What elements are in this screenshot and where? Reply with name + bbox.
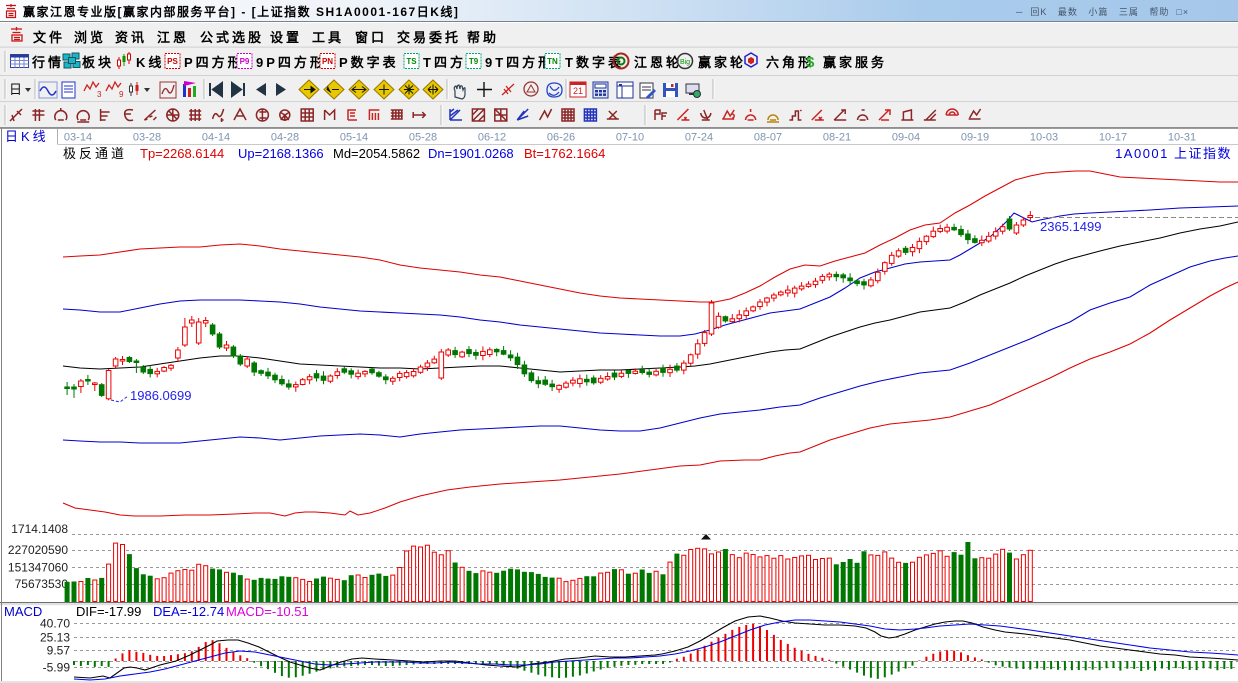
svg-text:TS: TS xyxy=(406,57,417,66)
svg-text:03-14: 03-14 xyxy=(64,132,92,144)
svg-text:08-07: 08-07 xyxy=(754,132,782,144)
svg-text:9: 9 xyxy=(119,90,124,99)
svg-text:1714.1408: 1714.1408 xyxy=(11,522,68,536)
svg-text:TN: TN xyxy=(547,57,558,66)
svg-text:Big: Big xyxy=(680,59,690,66)
svg-text:06-26: 06-26 xyxy=(547,132,575,144)
svg-text:日: 日 xyxy=(9,82,22,97)
svg-text:$: $ xyxy=(806,54,815,71)
svg-text:04-28: 04-28 xyxy=(271,132,299,144)
svg-text:江恩轮: 江恩轮 xyxy=(634,55,682,70)
svg-text:PS: PS xyxy=(167,57,178,66)
svg-text:Tp=2268.6144: Tp=2268.6144 xyxy=(140,146,224,161)
svg-text:1986.0699: 1986.0699 xyxy=(130,388,191,403)
svg-text:25.13: 25.13 xyxy=(40,631,70,645)
svg-text:09-19: 09-19 xyxy=(961,132,989,144)
svg-text:行情: 行情 xyxy=(31,55,64,70)
svg-text:2365.1499: 2365.1499 xyxy=(1040,219,1101,234)
svg-text:-5.99: -5.99 xyxy=(43,661,71,675)
svg-text:板块: 板块 xyxy=(82,55,114,70)
svg-text:DEA=-12.74: DEA=-12.74 xyxy=(153,604,224,619)
svg-text:9T四方形: 9T四方形 xyxy=(485,55,554,70)
svg-text:P9: P9 xyxy=(240,57,250,66)
svg-text:Md=2054.5862: Md=2054.5862 xyxy=(333,146,420,161)
svg-text:日K线: 日K线 xyxy=(5,129,49,144)
svg-text:04-14: 04-14 xyxy=(202,132,230,144)
svg-text:10-17: 10-17 xyxy=(1099,132,1127,144)
svg-text:05-28: 05-28 xyxy=(409,132,437,144)
svg-text:05-14: 05-14 xyxy=(340,132,368,144)
svg-text:Up=2168.1366: Up=2168.1366 xyxy=(238,146,324,161)
svg-text:极反通道: 极反通道 xyxy=(63,146,127,161)
svg-text:PN: PN xyxy=(322,57,333,66)
svg-text:10-03: 10-03 xyxy=(1030,132,1058,144)
svg-text:Bt=1762.1664: Bt=1762.1664 xyxy=(524,146,605,161)
svg-text:六角形: 六角形 xyxy=(766,55,814,70)
svg-text:赢家服务: 赢家服务 xyxy=(823,55,887,70)
svg-text:10-31: 10-31 xyxy=(1168,132,1196,144)
svg-text:75673530: 75673530 xyxy=(15,577,69,591)
svg-text:DIF=-17.99: DIF=-17.99 xyxy=(76,604,141,619)
svg-text:227020590: 227020590 xyxy=(8,543,68,557)
svg-text:07-10: 07-10 xyxy=(616,132,644,144)
svg-text:40.70: 40.70 xyxy=(40,617,70,631)
svg-text:MACD: MACD xyxy=(4,604,42,619)
svg-text:T数字表: T数字表 xyxy=(565,55,624,70)
svg-text:3: 3 xyxy=(97,90,102,99)
svg-text:T9: T9 xyxy=(469,57,479,66)
svg-text:09-04: 09-04 xyxy=(892,132,920,144)
svg-text:K线: K线 xyxy=(136,55,164,70)
svg-text:9P四方形: 9P四方形 xyxy=(256,55,326,70)
svg-text:赢家轮: 赢家轮 xyxy=(698,55,746,70)
svg-text:P数字表: P数字表 xyxy=(339,55,399,70)
svg-text:06-12: 06-12 xyxy=(478,132,506,144)
svg-text:MACD=-10.51: MACD=-10.51 xyxy=(226,604,309,619)
svg-text:21: 21 xyxy=(573,86,583,96)
svg-text:9.57: 9.57 xyxy=(47,644,71,658)
svg-text:T四方形: T四方形 xyxy=(423,55,482,70)
svg-text:151347060: 151347060 xyxy=(8,561,68,575)
svg-text:08-21: 08-21 xyxy=(823,132,851,144)
svg-text:03-28: 03-28 xyxy=(133,132,161,144)
svg-text:1A0001 上证指数: 1A0001 上证指数 xyxy=(1115,146,1232,161)
svg-text:Dn=1901.0268: Dn=1901.0268 xyxy=(428,146,514,161)
svg-text:P四方形: P四方形 xyxy=(184,55,244,70)
svg-text:07-24: 07-24 xyxy=(685,132,713,144)
